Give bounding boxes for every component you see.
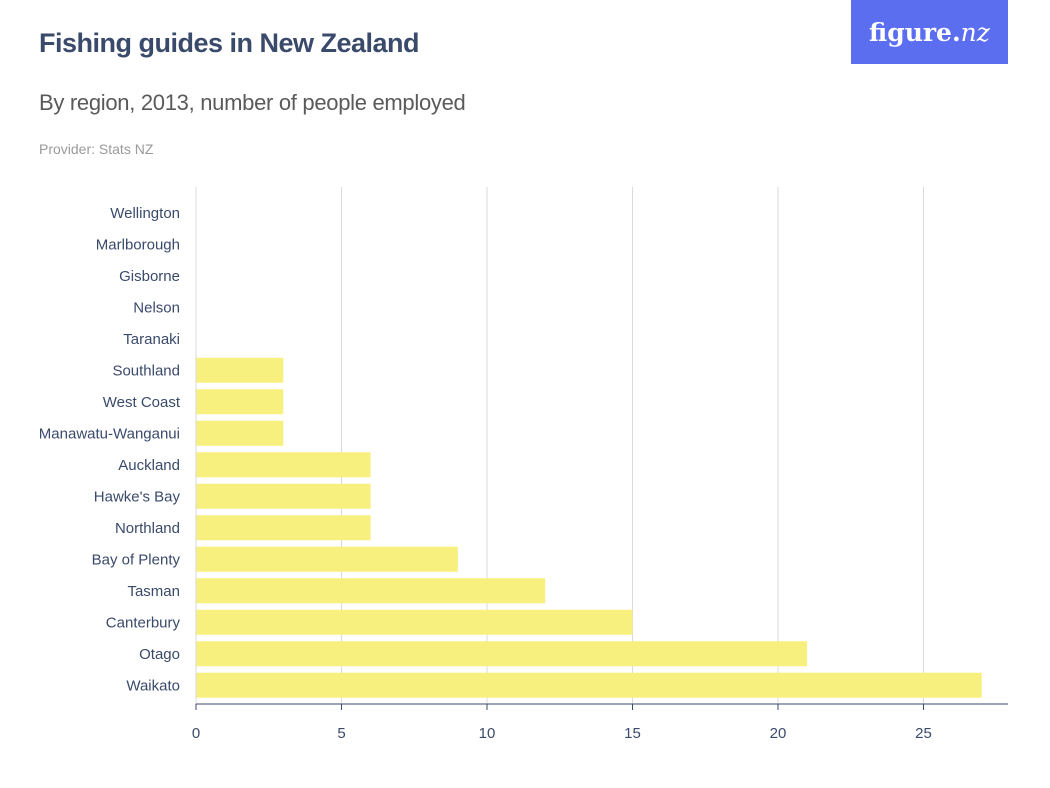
category-label: Hawke's Bay: [94, 488, 181, 505]
bar-auckland: [196, 452, 371, 478]
category-label: Tasman: [127, 583, 180, 600]
category-label: Wellington: [110, 205, 180, 222]
x-tick-label-20: 20: [770, 725, 787, 742]
bar-tasman: [196, 578, 546, 604]
bar-northland: [196, 515, 371, 541]
category-label: Canterbury: [106, 614, 181, 631]
logo-text-main: figure.: [869, 17, 961, 47]
provider-credit: Provider: Stats NZ: [39, 141, 154, 157]
category-label: Otago: [139, 646, 180, 663]
bar-bay-of-plenty: [196, 546, 458, 572]
bar-waikato: [196, 672, 982, 698]
x-tick-label-25: 25: [915, 725, 932, 742]
chart-title: Fishing guides in New Zealand: [39, 28, 420, 58]
category-label: Northland: [115, 520, 180, 537]
category-label: Auckland: [118, 457, 180, 474]
figure-nz-logo[interactable]: figure. nz: [851, 0, 1008, 64]
category-label: Gisborne: [119, 268, 180, 285]
chart-subtitle: By region, 2013, number of people employ…: [39, 90, 466, 115]
bar-canterbury: [196, 609, 633, 635]
bar-otago: [196, 641, 808, 667]
x-axis: 0 5 10 15 20 25: [192, 187, 1008, 742]
x-tick-label-10: 10: [479, 725, 496, 742]
bar-west-coast: [196, 389, 284, 415]
category-label: Bay of Plenty: [92, 551, 181, 568]
category-labels: Wellington Marlborough Gisborne Nelson Taran…: [39, 205, 181, 695]
category-label: Southland: [112, 362, 180, 379]
bar-southland: [196, 357, 284, 383]
category-label: Taranaki: [123, 331, 180, 348]
category-label: Waikato: [126, 677, 180, 694]
category-label: West Coast: [103, 394, 181, 411]
bar-manawatu-wanganui: [196, 420, 284, 446]
bar-hawke-s-bay: [196, 483, 371, 509]
bars: [196, 357, 982, 698]
x-tick-label-5: 5: [337, 725, 345, 742]
category-label: Manawatu-Wanganui: [39, 425, 180, 442]
x-tick-label-0: 0: [192, 725, 200, 742]
category-label: Nelson: [133, 299, 180, 316]
logo-text-accent: nz: [960, 17, 990, 47]
category-label: Marlborough: [96, 236, 180, 253]
x-tick-label-15: 15: [624, 725, 641, 742]
